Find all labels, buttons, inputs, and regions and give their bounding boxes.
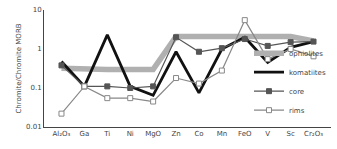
svg-text:Ti: Ti [103, 130, 110, 138]
svg-text:Ni: Ni [127, 130, 134, 138]
svg-text:1: 1 [37, 45, 41, 53]
svg-text:0.01: 0.01 [26, 123, 42, 131]
svg-text:Al₂O₃: Al₂O₃ [53, 130, 71, 138]
svg-text:FeO: FeO [238, 130, 252, 138]
svg-text:komatiites: komatiites [289, 69, 326, 77]
svg-text:V: V [265, 130, 270, 138]
svg-text:0.1: 0.1 [30, 84, 41, 92]
svg-text:core: core [289, 88, 304, 96]
svg-text:rims: rims [289, 107, 305, 115]
svg-text:Co: Co [194, 130, 203, 138]
svg-text:Zn: Zn [171, 130, 180, 138]
svg-text:10: 10 [33, 6, 42, 14]
svg-text:Chromite/Chromite MORB: Chromite/Chromite MORB [15, 23, 23, 113]
svg-text:Mn: Mn [217, 130, 227, 138]
svg-text:Cr₂O₃: Cr₂O₃ [304, 130, 323, 138]
svg-text:Sc: Sc [286, 130, 294, 138]
svg-text:Ga: Ga [80, 130, 90, 138]
svg-text:MgO: MgO [145, 130, 161, 138]
svg-text:ophiolites: ophiolites [289, 50, 323, 58]
